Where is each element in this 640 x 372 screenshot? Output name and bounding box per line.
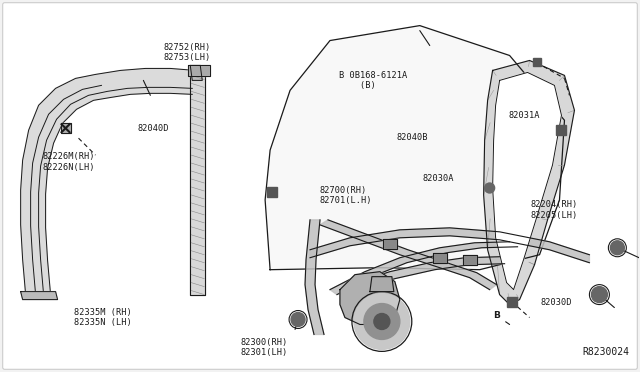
Bar <box>267 187 277 197</box>
Polygon shape <box>330 242 518 295</box>
Circle shape <box>291 312 305 327</box>
Polygon shape <box>188 65 210 76</box>
Polygon shape <box>532 58 541 67</box>
Circle shape <box>486 305 507 326</box>
Polygon shape <box>370 277 394 292</box>
Text: B 0B168-6121A
    (B): B 0B168-6121A (B) <box>339 71 408 90</box>
Circle shape <box>591 286 607 302</box>
Text: 82030D: 82030D <box>540 298 572 307</box>
Text: 82300(RH)
82301(LH): 82300(RH) 82301(LH) <box>240 337 287 357</box>
Circle shape <box>484 183 495 193</box>
Polygon shape <box>340 272 400 324</box>
Bar <box>557 125 566 135</box>
Text: R8230024: R8230024 <box>582 347 629 357</box>
Text: 82040D: 82040D <box>138 124 170 133</box>
Polygon shape <box>190 68 205 295</box>
Polygon shape <box>310 228 589 263</box>
FancyBboxPatch shape <box>3 3 637 369</box>
Polygon shape <box>190 65 202 80</box>
Text: 82335M (RH)
82335N (LH): 82335M (RH) 82335N (LH) <box>74 308 132 327</box>
Polygon shape <box>433 253 447 263</box>
Text: 82700(RH)
82701(L.H): 82700(RH) 82701(L.H) <box>320 186 372 205</box>
Text: 82030A: 82030A <box>422 174 454 183</box>
Text: 82204(RH)
82205(LH): 82204(RH) 82205(LH) <box>531 201 578 220</box>
Polygon shape <box>507 296 516 307</box>
Polygon shape <box>265 26 564 270</box>
Polygon shape <box>383 239 397 249</box>
Text: 82752(RH)
82753(LH): 82752(RH) 82753(LH) <box>164 43 211 62</box>
Circle shape <box>364 304 400 339</box>
Polygon shape <box>350 257 504 292</box>
Circle shape <box>374 314 390 330</box>
Text: 82040B: 82040B <box>397 133 428 142</box>
Polygon shape <box>305 220 324 334</box>
Circle shape <box>354 294 410 349</box>
Polygon shape <box>484 61 575 305</box>
Polygon shape <box>463 255 477 265</box>
Polygon shape <box>320 220 497 290</box>
Polygon shape <box>493 73 561 290</box>
Text: B: B <box>493 311 500 320</box>
Bar <box>61 123 70 133</box>
Polygon shape <box>20 292 58 299</box>
Polygon shape <box>20 68 195 295</box>
Text: 82226M(RH)
82226N(LH): 82226M(RH) 82226N(LH) <box>42 152 95 171</box>
Text: 82031A: 82031A <box>508 111 540 120</box>
Circle shape <box>611 241 625 255</box>
